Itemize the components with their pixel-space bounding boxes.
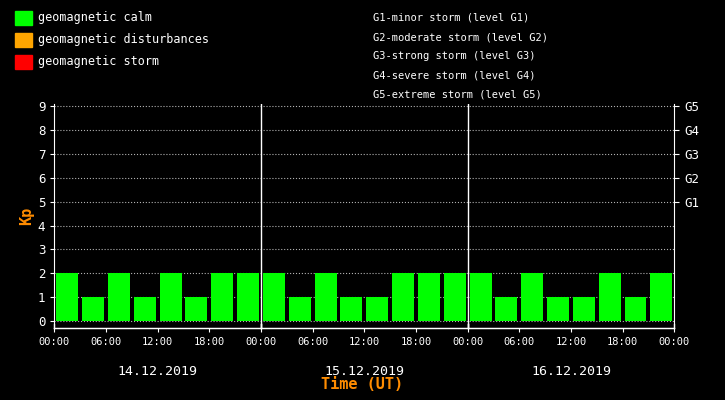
Bar <box>444 273 465 321</box>
Bar <box>341 297 362 321</box>
Text: 16.12.2019: 16.12.2019 <box>531 365 611 378</box>
Text: Time (UT): Time (UT) <box>321 377 404 392</box>
Bar <box>418 273 440 321</box>
Text: 15.12.2019: 15.12.2019 <box>324 365 405 378</box>
Text: 14.12.2019: 14.12.2019 <box>117 365 198 378</box>
Bar <box>108 273 130 321</box>
Bar <box>186 297 207 321</box>
Bar <box>495 297 518 321</box>
Bar <box>366 297 388 321</box>
Bar <box>263 273 285 321</box>
Bar <box>624 297 647 321</box>
Bar <box>211 273 233 321</box>
Bar <box>315 273 336 321</box>
Bar <box>650 273 672 321</box>
Bar <box>82 297 104 321</box>
Bar <box>289 297 311 321</box>
Text: G3-strong storm (level G3): G3-strong storm (level G3) <box>373 51 536 61</box>
Text: G2-moderate storm (level G2): G2-moderate storm (level G2) <box>373 32 548 42</box>
Bar <box>470 273 492 321</box>
Bar <box>573 297 594 321</box>
Text: G5-extreme storm (level G5): G5-extreme storm (level G5) <box>373 90 542 100</box>
Y-axis label: Kp: Kp <box>19 207 33 225</box>
Bar <box>237 273 259 321</box>
Bar <box>134 297 156 321</box>
Text: G4-severe storm (level G4): G4-severe storm (level G4) <box>373 70 536 81</box>
Text: G1-minor storm (level G1): G1-minor storm (level G1) <box>373 13 530 23</box>
Bar <box>599 273 621 321</box>
Bar <box>547 297 569 321</box>
Text: geomagnetic calm: geomagnetic calm <box>38 11 152 24</box>
Text: geomagnetic disturbances: geomagnetic disturbances <box>38 33 209 46</box>
Text: geomagnetic storm: geomagnetic storm <box>38 55 159 68</box>
Bar <box>392 273 414 321</box>
Bar <box>57 273 78 321</box>
Bar <box>160 273 181 321</box>
Bar <box>521 273 543 321</box>
